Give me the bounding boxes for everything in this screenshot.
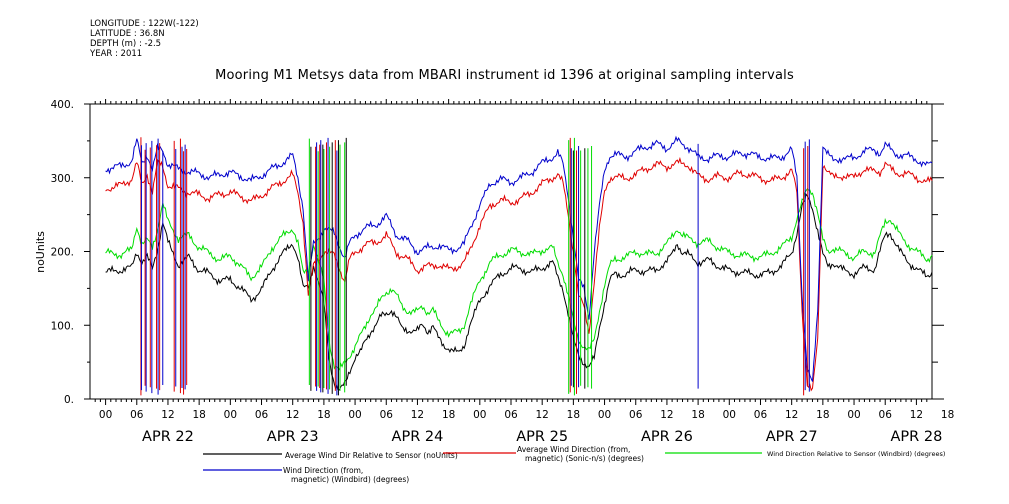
x-hour-label: 12 — [411, 409, 424, 421]
series-line-3 — [105, 188, 933, 371]
series-line-1 — [105, 192, 933, 391]
series-line-4 — [105, 135, 933, 382]
spike-layer — [140, 137, 810, 396]
depth-text: DEPTH (m) : -2.5 — [90, 39, 162, 49]
x-hour-label: 18 — [691, 409, 704, 421]
plot-frame — [89, 103, 933, 400]
x-hour-label: 00 — [224, 409, 237, 421]
longitude-text: LONGITUDE : 122W(-122) — [90, 19, 199, 29]
x-hour-label: 06 — [629, 409, 643, 421]
y-tick-label: 0. — [64, 394, 74, 406]
x-hour-label: 00 — [723, 409, 736, 421]
x-hour-label: 18 — [317, 409, 330, 421]
y-tick-label: 200. — [51, 247, 74, 259]
x-day-label: APR 23 — [267, 429, 319, 445]
x-hour-label: 06 — [879, 409, 893, 421]
year-text: YEAR : 2011 — [90, 49, 143, 59]
x-hour-label: 06 — [754, 409, 768, 421]
x-day-label: APR 22 — [142, 429, 194, 445]
series-line-2 — [105, 156, 933, 392]
x-hour-label: 00 — [598, 409, 611, 421]
y-tick-label: 300. — [51, 173, 74, 185]
legend-label-4: Wind Direction (from, — [283, 466, 363, 475]
x-day-label: APR 27 — [766, 429, 818, 445]
x-hour-label: 12 — [785, 409, 798, 421]
x-hour-label: 00 — [348, 409, 361, 421]
x-hour-label: 12 — [161, 409, 174, 421]
legend-label-4: magnetic) (Windbird) (degrees) — [291, 475, 409, 484]
x-hour-label: 18 — [816, 409, 829, 421]
y-axis-label: noUnits — [34, 231, 47, 273]
x-hour-label: 12 — [660, 409, 673, 421]
x-hour-label: 06 — [255, 409, 269, 421]
legend: Average Wind Dir Relative to Sensor (noU… — [203, 445, 945, 484]
x-hour-label: 06 — [380, 409, 394, 421]
x-hour-label: 12 — [535, 409, 548, 421]
x-hour-label: 00 — [473, 409, 486, 421]
legend-label-1: Average Wind Dir Relative to Sensor (noU… — [285, 451, 458, 460]
series-layer — [105, 135, 933, 392]
x-hour-label: 06 — [130, 409, 144, 421]
x-hour-label: 18 — [442, 409, 455, 421]
x-hour-label: 00 — [99, 409, 112, 421]
x-hour-label: 12 — [910, 409, 923, 421]
x-day-label: APR 26 — [641, 429, 693, 445]
x-hour-label: 00 — [847, 409, 860, 421]
y-axis: 0. 100. 200. 300. 400. — [51, 99, 944, 406]
x-hour-label: 12 — [286, 409, 299, 421]
x-axis: 00 06 12 18 00 06 12 18 00 06 12 18 00 06 12 18 00 06 12 18… — [94, 99, 954, 445]
x-hour-label: 18 — [567, 409, 580, 421]
latitude-text: LATITUDE : 36.8N — [90, 29, 165, 39]
x-day-label: APR 24 — [392, 429, 444, 445]
legend-label-2: magnetic) (Sonic-n/s) (degrees) — [525, 454, 644, 463]
y-tick-label: 400. — [51, 99, 74, 111]
chart-title: Mooring M1 Metsys data from MBARI instru… — [215, 68, 794, 83]
mooring-metadata: LONGITUDE : 122W(-122) LATITUDE : 36.8N … — [90, 19, 199, 59]
x-day-label: APR 28 — [891, 429, 943, 445]
x-day-label: APR 25 — [516, 429, 568, 445]
x-hour-label: 18 — [192, 409, 205, 421]
y-tick-label: 100. — [51, 320, 74, 332]
x-hour-label: 18 — [941, 409, 954, 421]
legend-label-3: Wind Direction Relative to Sensor (Windb… — [767, 450, 945, 458]
legend-label-2: Average Wind Direction (from, — [517, 445, 630, 454]
x-hour-label: 06 — [504, 409, 518, 421]
